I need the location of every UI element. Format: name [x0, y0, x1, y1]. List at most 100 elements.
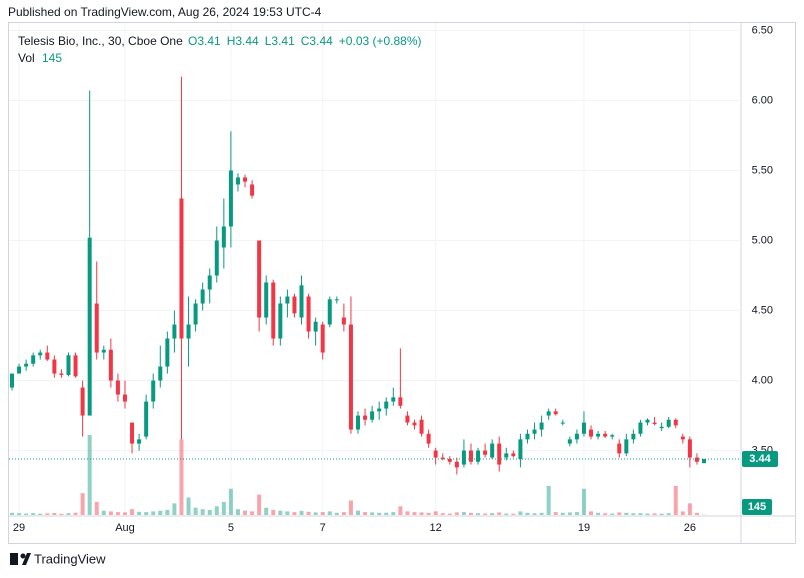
volume-bar — [45, 513, 50, 515]
candle — [313, 317, 318, 346]
candle — [52, 355, 57, 378]
volume-bar — [31, 513, 36, 515]
candle — [45, 345, 50, 361]
candle — [377, 401, 382, 420]
candle — [504, 447, 509, 461]
volume-bar — [66, 513, 71, 515]
candle — [412, 419, 417, 430]
candle — [200, 282, 205, 311]
candle — [652, 416, 657, 426]
candle-body — [221, 226, 226, 248]
candle-body — [525, 433, 530, 440]
candle-body — [589, 429, 594, 437]
candle — [518, 433, 523, 468]
candle-body — [454, 461, 459, 468]
volume-bar — [476, 513, 481, 515]
candle — [603, 430, 608, 438]
candle-body — [313, 321, 318, 332]
ohlc-legend: O3.41 H3.44 L3.41 C3.44 +0.03 (+0.88%) — [188, 34, 422, 48]
x-tick-label: Aug — [115, 522, 135, 534]
candle — [285, 289, 290, 318]
candle-body — [384, 401, 389, 409]
candle — [638, 419, 643, 437]
candle — [250, 180, 255, 199]
candle-body — [186, 324, 191, 339]
candle — [476, 447, 481, 465]
candle — [158, 345, 163, 388]
ohlc-item: +0.03 (+0.88%) — [339, 34, 422, 48]
candle — [115, 373, 120, 402]
y-tick-label: 4.00 — [752, 374, 773, 386]
candle-body — [250, 184, 255, 196]
volume-bar — [17, 513, 22, 515]
candle-body — [673, 419, 678, 426]
ohlc-item: L3.41 — [265, 34, 295, 48]
volume-bar — [334, 512, 339, 515]
candle — [447, 456, 452, 465]
candle-body — [377, 408, 382, 412]
volume-bar — [546, 485, 551, 515]
candle-body — [59, 373, 64, 375]
candles — [9, 76, 741, 475]
candle — [525, 429, 530, 444]
candle — [610, 433, 615, 440]
volume-bar — [115, 512, 120, 515]
candle — [666, 416, 671, 429]
y-tick-label: 6.50 — [752, 24, 773, 36]
candle — [24, 359, 29, 371]
volume-bar — [264, 507, 269, 515]
volume-bar — [235, 509, 240, 515]
candle — [617, 439, 622, 458]
candle — [151, 373, 156, 409]
candle-body — [398, 397, 403, 406]
candle — [490, 439, 495, 459]
candle-body — [370, 411, 375, 420]
candle-body — [264, 282, 269, 318]
y-tick-label: 5.00 — [752, 234, 773, 246]
candle — [673, 418, 678, 429]
candle-body — [151, 380, 156, 402]
volume-pane — [10, 435, 706, 515]
volume-bar — [341, 512, 346, 515]
published-header: Published on TradingView.com, Aug 26, 20… — [8, 5, 322, 19]
volume-bar — [631, 513, 636, 515]
candle-body — [483, 450, 488, 455]
candle — [363, 408, 368, 426]
candle — [235, 173, 240, 192]
candle-body — [426, 433, 431, 444]
volume-bar — [10, 512, 14, 515]
candle-body — [101, 349, 106, 353]
volume-bar — [518, 511, 523, 515]
volume-bar — [87, 435, 92, 515]
volume-bar — [214, 506, 219, 515]
volume-bar — [398, 506, 403, 515]
candle — [497, 436, 502, 472]
candle-body — [207, 275, 212, 290]
candle-body — [122, 394, 127, 402]
volume-bar — [638, 513, 643, 515]
candle-body — [193, 303, 198, 325]
volume-bar — [101, 510, 106, 515]
candle-body — [652, 422, 657, 424]
candle-body — [334, 299, 339, 301]
candle-body — [532, 429, 537, 434]
candle — [66, 352, 71, 377]
candle — [539, 415, 544, 437]
volume-bar — [363, 512, 368, 515]
volume-bar — [200, 509, 205, 515]
candle-body — [468, 450, 473, 462]
candle-body — [659, 426, 664, 429]
candle — [10, 373, 14, 391]
volume-bar — [271, 509, 276, 515]
candle-body — [666, 419, 671, 427]
candle-body — [553, 411, 558, 415]
candle-body — [31, 355, 36, 364]
volume-bar — [320, 512, 325, 515]
volume-bar — [278, 510, 283, 515]
volume-bar — [624, 512, 629, 515]
volume-bar — [186, 497, 191, 515]
candle-body — [179, 198, 184, 339]
candle — [631, 429, 636, 444]
candle-body — [461, 450, 466, 465]
volume-bar — [158, 510, 163, 515]
